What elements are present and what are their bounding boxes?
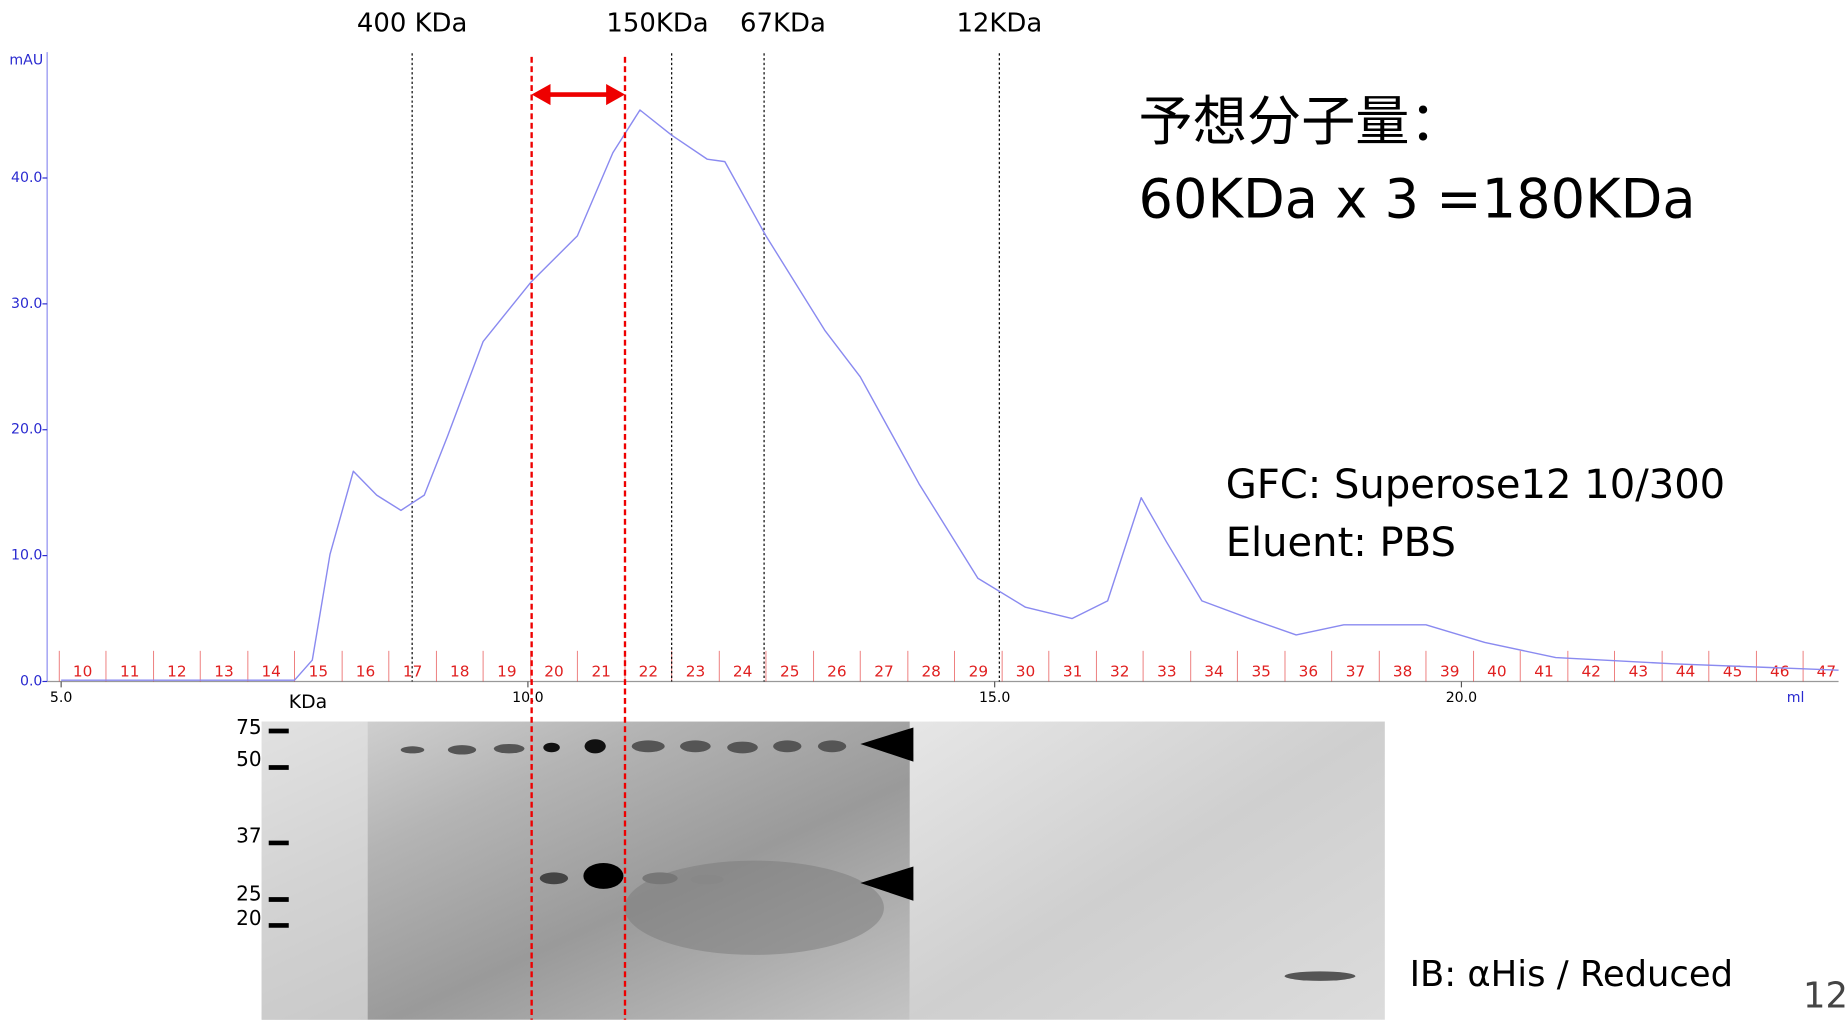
fraction-label: 15: [309, 663, 328, 681]
fraction-label: 47: [1817, 663, 1837, 681]
arrowhead: [532, 84, 551, 105]
fraction-label: 22: [639, 663, 659, 681]
fraction-label: 41: [1534, 663, 1553, 681]
fraction-label: 43: [1629, 663, 1649, 681]
x-unit: ml: [1787, 690, 1805, 706]
fraction-label: 19: [497, 663, 516, 681]
fraction-label: 37: [1346, 663, 1365, 681]
annotation: GFC: Superose12 10/300: [1226, 462, 1725, 508]
y-tick-label: 0.0: [20, 673, 42, 689]
slide: 75 50 37 25 20 KDa mAU ml 予想分子量： 60KDa x…: [0, 0, 1848, 1020]
ladder-label: 25: [236, 881, 261, 905]
ladder-label: 37: [236, 824, 261, 848]
x-tick-label: 15.0: [979, 690, 1010, 706]
fraction-label: 42: [1581, 663, 1601, 681]
y-tick-label: 40.0: [11, 170, 42, 186]
fraction-label: 11: [120, 663, 140, 681]
fraction-label: 10: [73, 663, 92, 681]
fraction-label: 28: [921, 663, 941, 681]
blot: 75 50 37 25 20 KDa: [236, 692, 1385, 1020]
arrowhead: [606, 84, 625, 105]
fraction-label: 21: [591, 663, 611, 681]
fraction-label: 34: [1204, 663, 1223, 681]
y-unit: mAU: [9, 52, 43, 68]
annotation: 予想分子量：: [1138, 90, 1463, 153]
ladder-label: 50: [236, 747, 261, 771]
ladder-unit: KDa: [289, 692, 327, 713]
fraction-label: 36: [1299, 663, 1319, 681]
fraction-label: 13: [214, 663, 234, 681]
fraction-label: 25: [780, 663, 800, 681]
y-tick-label: 20.0: [11, 422, 42, 438]
x-tick-label: 20.0: [1446, 690, 1477, 706]
annotation: Eluent: PBS: [1226, 520, 1456, 566]
x-tick-label: 10.0: [512, 690, 543, 706]
annotation: 60KDa x 3 =180KDa: [1138, 168, 1695, 231]
fraction-label: 18: [450, 663, 470, 681]
mw-label: 400 KDa: [357, 8, 468, 38]
fraction-label: 16: [356, 663, 375, 681]
ladder-label: 75: [236, 715, 261, 739]
page-number: 12: [1803, 975, 1848, 1016]
annotation: IB: αHis / Reduced: [1410, 954, 1733, 995]
fraction-label: 31: [1063, 663, 1083, 681]
y-tick-label: 10.0: [11, 548, 42, 564]
fraction-label: 35: [1251, 663, 1271, 681]
fraction-label: 46: [1770, 663, 1790, 681]
fraction-label: 14: [261, 663, 281, 681]
mw-label: 150KDa: [606, 8, 708, 38]
mw-label: 67KDa: [740, 8, 826, 38]
fraction-label: 30: [1016, 663, 1036, 681]
mw-label: 12KDa: [956, 8, 1042, 38]
fraction-label: 44: [1676, 663, 1695, 681]
ladder-label: 20: [236, 906, 261, 930]
fraction-label: 23: [686, 663, 706, 681]
fraction-label: 32: [1110, 663, 1130, 681]
fraction-label: 20: [544, 663, 564, 681]
fraction-label: 27: [874, 663, 894, 681]
y-tick-label: 30.0: [11, 296, 42, 312]
fraction-label: 33: [1157, 663, 1177, 681]
fraction-label: 24: [733, 663, 753, 681]
fraction-label: 40: [1487, 663, 1506, 681]
fraction-label: 38: [1393, 663, 1413, 681]
fraction-label: 26: [827, 663, 847, 681]
x-tick-label: 5.0: [50, 690, 72, 706]
fraction-label: 29: [969, 663, 989, 681]
fraction-label: 39: [1440, 663, 1460, 681]
fraction-label: 12: [167, 663, 187, 681]
